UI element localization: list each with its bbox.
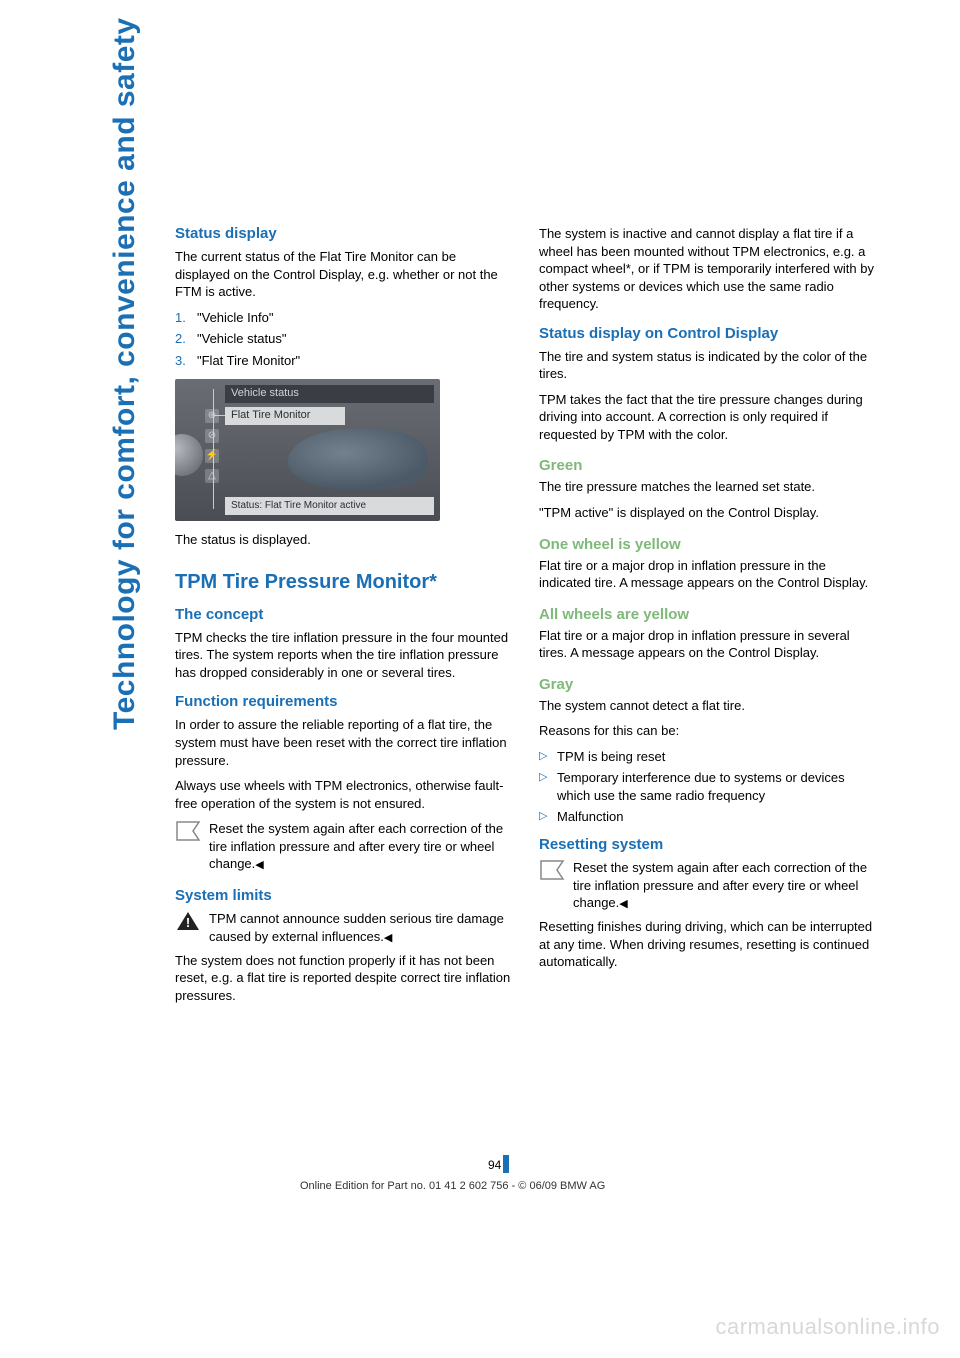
note-flag-icon bbox=[175, 820, 201, 842]
heading-status-display: Status display bbox=[175, 225, 511, 242]
status-cd-p1: The tire and system status is indicated … bbox=[539, 348, 875, 383]
warning-system-limits: ! TPM cannot announce sudden serious tir… bbox=[175, 910, 511, 945]
screenshot-knob-icon bbox=[175, 434, 203, 476]
heading-status-control-display: Status display on Control Display bbox=[539, 325, 875, 342]
gray-p2: Reasons for this can be: bbox=[539, 722, 875, 740]
status-display-intro: The current status of the Flat Tire Moni… bbox=[175, 248, 511, 301]
green-p1: The tire pressure matches the learned se… bbox=[539, 478, 875, 496]
gray-reason-2: Temporary interference due to systems or… bbox=[557, 769, 875, 804]
gray-reason-1: TPM is being reset bbox=[557, 748, 875, 766]
gray-p1: The system cannot detect a flat tire. bbox=[539, 697, 875, 715]
footer-copyright: Online Edition for Part no. 01 41 2 602 … bbox=[300, 1180, 605, 1192]
scr-icon-2: ⊘ bbox=[205, 429, 219, 443]
screenshot-selected-item: Flat Tire Monitor bbox=[225, 407, 345, 425]
scr-icon-4: △ bbox=[205, 469, 219, 483]
one-yellow-p: Flat tire or a major drop in inflation p… bbox=[539, 557, 875, 592]
page-number: 94 bbox=[488, 1158, 501, 1172]
heading-system-limits: System limits bbox=[175, 887, 511, 904]
heading-function-req: Function requirements bbox=[175, 693, 511, 710]
heading-gray: Gray bbox=[539, 676, 875, 693]
watermark: carmanualsonline.info bbox=[715, 1314, 940, 1340]
gray-reasons-list: TPM is being reset Temporary interferenc… bbox=[539, 748, 875, 826]
note-reset-system: Reset the system again after each correc… bbox=[175, 820, 511, 873]
heading-all-yellow: All wheels are yellow bbox=[539, 606, 875, 623]
system-limits-paragraph: The system does not function properly if… bbox=[175, 952, 511, 1005]
page-content: Status display The current status of the… bbox=[175, 225, 875, 1012]
heading-concept: The concept bbox=[175, 606, 511, 623]
heading-tpm: TPM Tire Pressure Monitor* bbox=[175, 571, 511, 594]
scr-icon-1: ⊕ bbox=[205, 409, 219, 423]
scr-icon-3: ⚡ bbox=[205, 449, 219, 463]
screenshot-car-graphic bbox=[288, 429, 428, 489]
screenshot-header: Vehicle status bbox=[225, 385, 434, 403]
screenshot-side-icons: ⊕ ⊘ ⚡ △ bbox=[205, 409, 221, 489]
side-section-title: Technology for comfort, convenience and … bbox=[108, 17, 142, 730]
heading-resetting: Resetting system bbox=[539, 836, 875, 853]
right-column: The system is inactive and cannot displa… bbox=[539, 225, 875, 1012]
function-req-p1: In order to assure the reliable reportin… bbox=[175, 716, 511, 769]
end-marker-icon: ◀ bbox=[619, 898, 627, 910]
left-column: Status display The current status of the… bbox=[175, 225, 511, 1012]
status-display-steps: 1."Vehicle Info" 2."Vehicle status" 3."F… bbox=[175, 309, 511, 370]
note-flag-icon bbox=[539, 859, 565, 881]
heading-green: Green bbox=[539, 457, 875, 474]
concept-paragraph: TPM checks the tire inflation pressure i… bbox=[175, 629, 511, 682]
end-marker-icon: ◀ bbox=[255, 859, 263, 871]
gray-reason-3: Malfunction bbox=[557, 808, 875, 826]
heading-one-yellow: One wheel is yellow bbox=[539, 536, 875, 553]
note-resetting-text: Reset the system again after each correc… bbox=[573, 860, 867, 910]
note-resetting: Reset the system again after each correc… bbox=[539, 859, 875, 912]
status-display-outro: The status is displayed. bbox=[175, 531, 511, 549]
page-number-bar bbox=[503, 1155, 509, 1173]
end-marker-icon: ◀ bbox=[384, 932, 392, 944]
svg-text:!: ! bbox=[186, 915, 190, 930]
screenshot-status-bar: Status: Flat Tire Monitor active bbox=[225, 497, 434, 515]
resetting-paragraph: Resetting finishes during driving, which… bbox=[539, 918, 875, 971]
green-p2: "TPM active" is displayed on the Control… bbox=[539, 504, 875, 522]
step-1: 1."Vehicle Info" bbox=[197, 309, 511, 327]
status-cd-p2: TPM takes the fact that the tire pressur… bbox=[539, 391, 875, 444]
all-yellow-p: Flat tire or a major drop in inflation p… bbox=[539, 627, 875, 662]
step-3: 3."Flat Tire Monitor" bbox=[197, 352, 511, 370]
step-2: 2."Vehicle status" bbox=[197, 330, 511, 348]
warning-limits-text: TPM cannot announce sudden serious tire … bbox=[209, 911, 504, 944]
idrive-screenshot: Vehicle status ⊕ ⊘ ⚡ △ Flat Tire Monitor… bbox=[175, 379, 440, 521]
function-req-p2: Always use wheels with TPM electronics, … bbox=[175, 777, 511, 812]
note-reset-text: Reset the system again after each correc… bbox=[209, 821, 503, 871]
tpm-inactive-paragraph: The system is inactive and cannot displa… bbox=[539, 225, 875, 313]
warning-triangle-icon: ! bbox=[175, 910, 201, 932]
